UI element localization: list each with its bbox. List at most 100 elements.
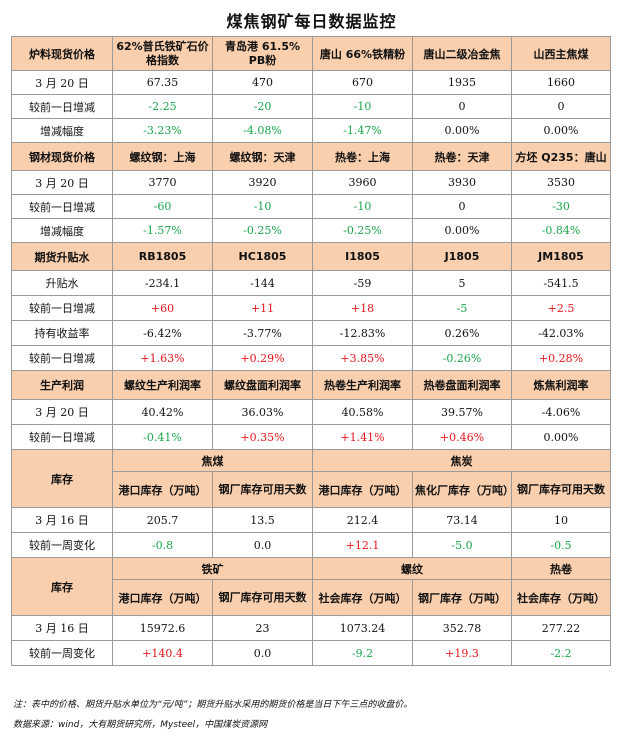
raw-header-row: 炉料现货价格 62%普氏铁矿石价格指数 青岛港 61.5% PB粉 唐山 66%… [11,36,611,71]
table-cell: -5 [412,295,512,321]
table-row: 3 月 16 日 205.7 13.5 212.4 73.14 10 [11,507,611,533]
table-cell: 0.26% [412,320,512,346]
table-cell: +12.1 [312,532,413,558]
table-cell: +11 [212,295,313,321]
table-cell: 13.5 [212,507,313,533]
inventory-label: 库存 [11,449,113,508]
row-label: 较前一周变化 [11,532,113,558]
sub-header-cell: 社会库存（万吨） [312,579,413,616]
table-cell: 277.22 [511,615,611,641]
steel-header-cell: 热卷：天津 [412,142,512,171]
sub-header-cell: 钢厂库存可用天数 [212,471,313,508]
table-cell: +0.28% [511,345,611,371]
table-cell: 40.42% [112,399,213,425]
table-cell: 1073.24 [312,615,413,641]
table-cell: +0.35% [212,424,313,450]
table-cell: 39.57% [412,399,512,425]
table-cell: -0.41% [112,424,213,450]
group-header-coke: 焦炭 [312,449,611,472]
table-cell: -3.23% [112,118,213,143]
table-cell: 0.00% [511,424,611,450]
row-label: 较前一日增减 [11,94,113,119]
table-cell: -59 [312,270,413,296]
table-cell: +60 [112,295,213,321]
table-cell: -9.2 [312,640,413,666]
row-label: 3 月 20 日 [11,70,113,95]
table-row: 较前一日增减 +60 +11 +18 -5 +2.5 [11,295,611,321]
profit-header-cell: 热卷生产利润率 [312,370,413,400]
profit-header-cell: 螺纹生产利润率 [112,370,213,400]
table-cell: -20 [212,94,313,119]
group-header-rebar: 螺纹 [312,557,512,580]
table-row: 较前一周变化 +140.4 0.0 -9.2 +19.3 -2.2 [11,640,611,666]
steel-header-cell: 热卷：上海 [312,142,413,171]
futures-header-cell: I1805 [312,242,413,271]
table-cell: -0.84% [511,218,611,243]
group-header-iron-ore: 铁矿 [112,557,313,580]
table-cell: -4.06% [511,399,611,425]
row-label: 较前一日增减 [11,424,113,450]
raw-header-cell: 炉料现货价格 [11,36,113,71]
table-cell: -12.83% [312,320,413,346]
table-cell: -1.47% [312,118,413,143]
table-cell: +18 [312,295,413,321]
table-cell: 67.35 [112,70,213,95]
inventory-coal-sub-row: 港口库存（万吨） 钢厂库存可用天数 港口库存（万吨） 焦化厂库存（万吨） 钢厂库… [12,471,611,508]
sub-header-cell: 港口库存（万吨） [312,471,413,508]
table-cell: 3530 [511,170,611,195]
table-cell: 23 [212,615,313,641]
table-cell: +1.41% [312,424,413,450]
table-cell: -10 [312,194,413,219]
footnote-source: 数据来源：wind，大有期货研究所，Mysteel，中国煤炭资源网 [13,720,268,730]
group-header-hot-coil: 热卷 [511,557,611,580]
table-cell: 10 [511,507,611,533]
sub-header-cell: 焦化厂库存（万吨） [412,471,512,508]
sub-header-cell: 钢厂库存可用天数 [511,471,611,508]
profit-header-row: 生产利润 螺纹生产利润率 螺纹盘面利润率 热卷生产利润率 热卷盘面利润率 炼焦利… [11,370,611,400]
table-cell: -2.25 [112,94,213,119]
table-cell: 205.7 [112,507,213,533]
table-cell: 3930 [412,170,512,195]
table-row: 较前一日增减 -2.25 -20 -10 0 0 [11,94,611,119]
sub-header-cell: 钢厂库存可用天数 [212,579,313,616]
table-cell: 3960 [312,170,413,195]
row-label: 3 月 16 日 [11,507,113,533]
table-cell: 0 [412,94,512,119]
raw-header-cell: 山西主焦煤 [511,36,611,71]
table-row: 较前一周变化 -0.8 0.0 +12.1 -5.0 -0.5 [11,532,611,558]
row-label: 3 月 20 日 [11,170,113,195]
table-row: 3 月 20 日 40.42% 36.03% 40.58% 39.57% -4.… [11,399,611,425]
table-cell: 0.00% [511,118,611,143]
table-row: 3 月 16 日 15972.6 23 1073.24 352.78 277.2… [11,615,611,641]
steel-header-cell: 螺纹钢：上海 [112,142,213,171]
table-cell: 40.58% [312,399,413,425]
steel-header-cell: 钢材现货价格 [11,142,113,171]
table-cell: -5.0 [412,532,512,558]
monitor-table: 炉料现货价格 62%普氏铁矿石价格指数 青岛港 61.5% PB粉 唐山 66%… [11,36,611,666]
profit-header-cell: 螺纹盘面利润率 [212,370,313,400]
inventory-coal-group-row: 库存 焦煤 焦炭 [11,449,611,508]
table-cell: 3770 [112,170,213,195]
table-cell: -0.8 [112,532,213,558]
table-cell: 670 [312,70,413,95]
table-row: 较前一日增减 -0.41% +0.35% +1.41% +0.46% 0.00% [11,424,611,450]
table-cell: -541.5 [511,270,611,296]
futures-header-cell: JM1805 [511,242,611,271]
raw-header-cell: 唐山二级冶金焦 [412,36,512,71]
profit-header-cell: 炼焦利润率 [511,370,611,400]
row-label: 3 月 16 日 [11,615,113,641]
table-cell: +2.5 [511,295,611,321]
table-cell: -234.1 [112,270,213,296]
table-cell: 5 [412,270,512,296]
row-label: 持有收益率 [11,320,113,346]
table-row: 3 月 20 日 67.35 470 670 1935 1660 [11,70,611,95]
table-cell: -60 [112,194,213,219]
futures-header-cell: 期货升贴水 [11,242,113,271]
table-cell: -3.77% [212,320,313,346]
table-cell: 0 [412,194,512,219]
group-header-coking-coal: 焦煤 [112,449,313,472]
sub-header-cell: 社会库存（万吨） [511,579,611,616]
row-label: 升贴水 [11,270,113,296]
table-cell: 0.0 [212,532,313,558]
